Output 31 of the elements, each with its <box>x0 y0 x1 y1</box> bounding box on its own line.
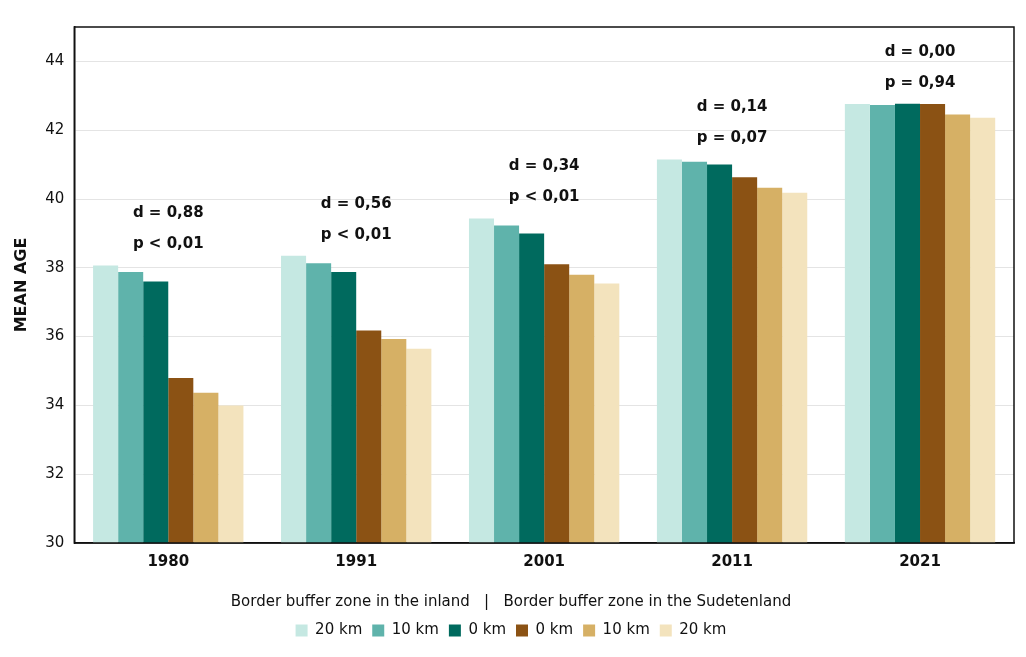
y-tick-label: 44 <box>45 51 65 70</box>
legend-label: 0 km <box>535 620 574 639</box>
y-tick-label: 32 <box>45 464 65 483</box>
legend-label: 20 km <box>679 620 727 639</box>
legend-label: 10 km <box>391 620 439 639</box>
y-tick-label: 38 <box>45 257 65 276</box>
annotation: p < 0,01 <box>132 234 204 253</box>
annotation: d = 0,88 <box>132 203 204 222</box>
annotation: d = 0,14 <box>696 97 768 116</box>
annotation: p = 0,94 <box>884 72 956 91</box>
y-tick-label: 30 <box>45 532 65 551</box>
y-tick-label: 40 <box>45 188 65 207</box>
annotation: p < 0,01 <box>508 187 580 206</box>
x-tick-label: 1991 <box>335 551 378 570</box>
legend-label: 10 km <box>602 620 650 639</box>
annotation: d = 0,34 <box>508 156 580 175</box>
legend-label: 20 km <box>315 620 363 639</box>
x-tick-label: 1980 <box>147 551 190 570</box>
legend-label: 0 km <box>468 620 507 639</box>
legend-title: Border buffer zone in the inland | Border buffer zone in the Sudetenland <box>230 592 792 611</box>
y-tick-label: 34 <box>45 395 65 414</box>
annotation: d = 0,56 <box>320 193 392 212</box>
x-tick-label: 2021 <box>899 551 941 570</box>
y-tick-label: 42 <box>45 120 65 139</box>
annotation: p < 0,01 <box>320 224 392 243</box>
annotation: p = 0,07 <box>696 128 768 147</box>
annotation: d = 0,00 <box>884 41 956 60</box>
y-axis-title: MEAN AGE <box>10 237 30 333</box>
x-tick-label: 2001 <box>523 551 566 570</box>
x-tick-label: 2011 <box>711 551 753 570</box>
y-tick-label: 36 <box>45 326 65 345</box>
